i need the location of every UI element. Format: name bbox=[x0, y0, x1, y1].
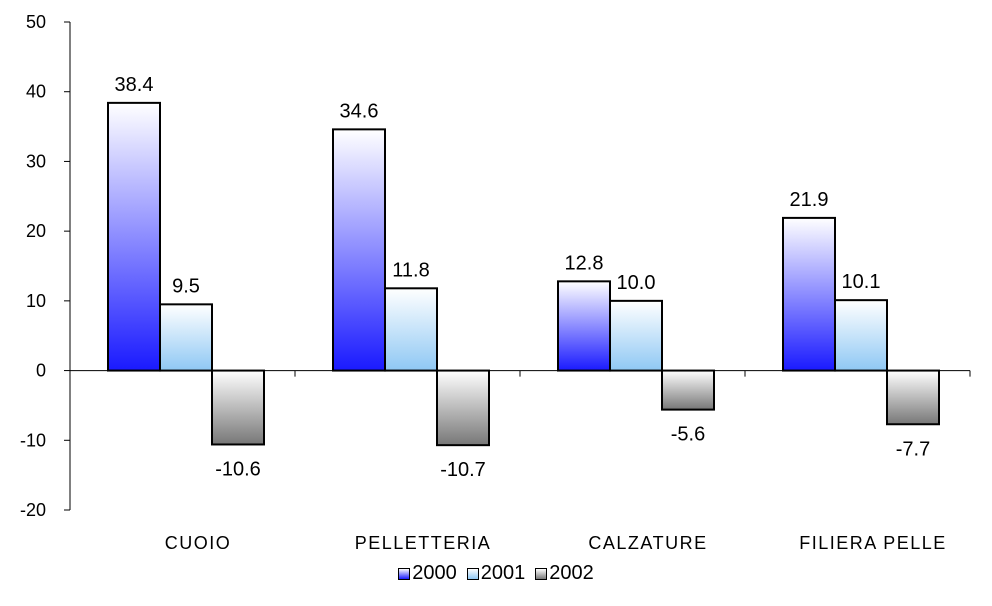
data-label: 38.4 bbox=[115, 74, 154, 96]
legend-item-2001: 2001 bbox=[466, 562, 526, 585]
data-label: -10.7 bbox=[440, 459, 486, 481]
data-label: 11.8 bbox=[392, 259, 429, 281]
bar-2001-cuoio bbox=[159, 303, 213, 372]
bar-2000-filiera-pelle bbox=[782, 216, 836, 372]
bar-2002-calzature bbox=[661, 369, 715, 411]
bar-2002-cuoio bbox=[211, 369, 265, 446]
bar-2001-filiera-pelle bbox=[834, 299, 888, 372]
data-labels: 38.4 9.5 -10.6 34.6 11.8 -10.7 12.8 10.0 -5.6 21.… bbox=[115, 74, 931, 481]
y-tick-label: -20 bbox=[20, 500, 46, 520]
legend-swatch bbox=[398, 567, 411, 580]
legend: 2000 2001 2002 bbox=[0, 562, 992, 585]
y-tick-label: 20 bbox=[26, 221, 46, 241]
legend-label: 2002 bbox=[549, 562, 594, 584]
y-tick-label: 50 bbox=[26, 12, 46, 32]
data-label: 10.1 bbox=[842, 271, 881, 293]
y-tick-label: 0 bbox=[36, 361, 46, 381]
legend-item-2000: 2000 bbox=[398, 562, 457, 585]
data-label: -10.6 bbox=[215, 458, 261, 480]
bar-2000-pelletteria bbox=[332, 128, 386, 372]
legend-swatch bbox=[535, 567, 548, 580]
chart-svg: -20 -10 0 10 20 30 40 50 CUOIO PELLETTERIA CALZATU… bbox=[20, 12, 971, 553]
bar-2000-calzature bbox=[557, 280, 611, 372]
data-label: -5.6 bbox=[671, 424, 705, 446]
data-label: 10.0 bbox=[617, 272, 656, 294]
bar-2001-calzature bbox=[609, 299, 663, 372]
data-label: 34.6 bbox=[340, 100, 379, 122]
y-tick-label: 10 bbox=[26, 291, 46, 311]
y-tick-label: -10 bbox=[20, 430, 46, 450]
bar-2002-filiera-pelle bbox=[886, 369, 940, 426]
legend-label: 2001 bbox=[480, 562, 526, 584]
bar-2001-pelletteria bbox=[384, 287, 438, 372]
category-label: FILIERA PELLE bbox=[799, 533, 947, 553]
category-label: PELLETTERIA bbox=[355, 533, 492, 553]
y-tick-label: 40 bbox=[26, 82, 46, 102]
category-label: CUOIO bbox=[165, 533, 232, 553]
data-label: 9.5 bbox=[172, 275, 200, 297]
bars bbox=[107, 101, 940, 447]
legend-swatch bbox=[466, 567, 479, 580]
data-label: 12.8 bbox=[565, 252, 604, 274]
legend-item-2002: 2002 bbox=[535, 562, 594, 585]
bar-2000-cuoio bbox=[107, 101, 161, 372]
category-label: CALZATURE bbox=[588, 533, 707, 553]
data-label: -7.7 bbox=[896, 438, 930, 460]
bar-2002-pelletteria bbox=[436, 369, 490, 447]
data-label: 21.9 bbox=[790, 189, 829, 211]
y-tick-label: 30 bbox=[26, 151, 46, 171]
legend-label: 2000 bbox=[412, 562, 457, 584]
